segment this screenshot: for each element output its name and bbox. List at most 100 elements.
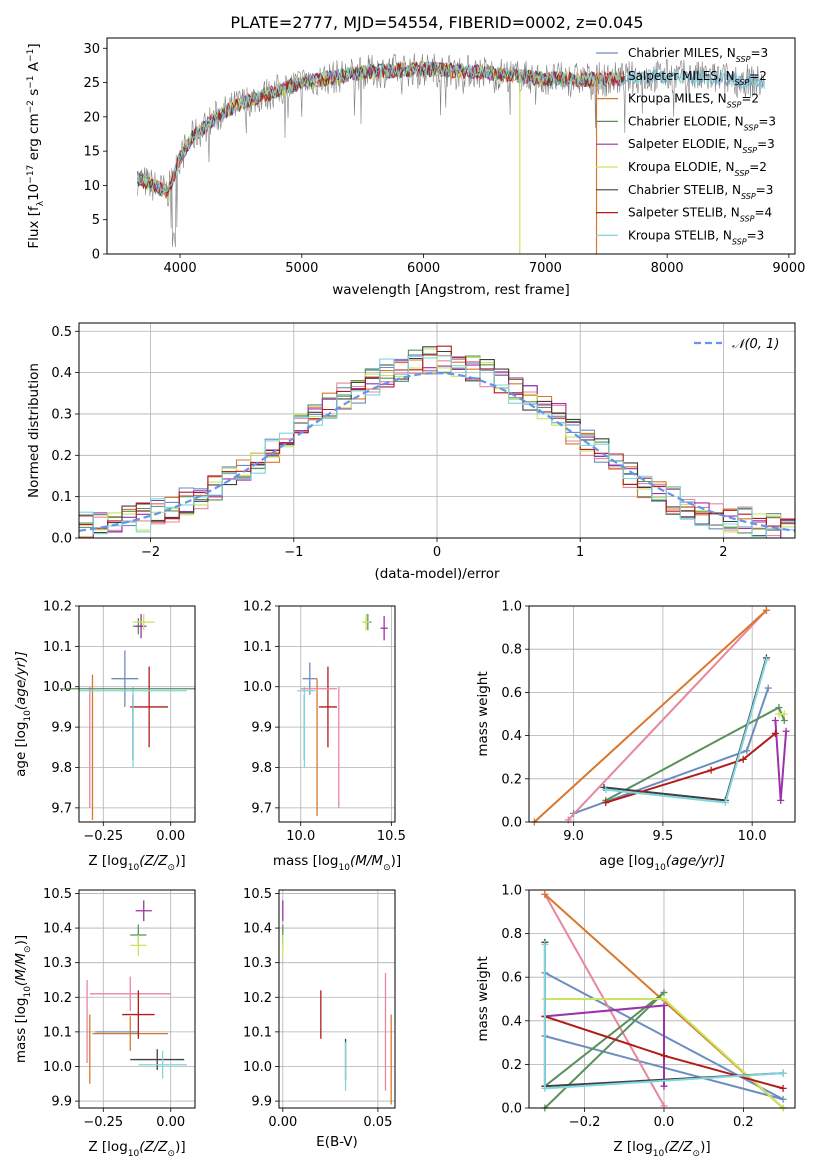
y-axis-label: mass [log10(M/M⊙)]: [13, 935, 33, 1063]
x-tick-label: 0.00: [268, 1115, 297, 1130]
y-tick-label: 10.1: [243, 1025, 272, 1040]
y-tick-label: 10.0: [243, 680, 272, 695]
weight-point-kroupa_stelib: [541, 941, 549, 948]
x-tick-label: 8000: [651, 261, 684, 276]
spectrum-lines: [136, 53, 766, 254]
y-tick-label: 0.8: [501, 927, 522, 942]
legend-label-kroupa_miles: Kroupa MILES, NSSP=2: [628, 92, 759, 110]
model-spectrum-kroupa_stelib: [136, 60, 766, 197]
y-tick-label: 10.0: [43, 1060, 72, 1075]
legend-label-salpeter_stelib: Salpeter STELIB, NSSP=4: [628, 206, 772, 224]
y-tick-label: 10.0: [43, 680, 72, 695]
weight_vs_Z-frame: [528, 889, 796, 1109]
y-tick-label: 0.2: [501, 1058, 522, 1073]
x-tick-label: −0.2: [569, 1115, 601, 1130]
weight-point-salpeter_elodie: [660, 1002, 668, 1010]
y-tick-label: 10.5: [243, 887, 272, 902]
y-tick-label: 9.9: [51, 1095, 72, 1110]
x-axis-label: (data-model)/error: [374, 566, 500, 582]
x-tick-label: 5000: [285, 261, 318, 276]
weight-point-salpeter_stelib: [739, 755, 747, 763]
weight-line-salpeter_miles: [567, 609, 768, 821]
y-tick-label: 1.0: [501, 884, 522, 899]
age_vs_mass-panel: 10.0 10.5 9.7 9.8 9.9 10.0 10.1 10.2 mass [log10…: [243, 600, 406, 874]
weight_vs_Z-panel: −0.2 0.0 0.2 0.0 0.2 0.4 0.6 0.8 1.0 Z [log10(Z/Z…: [475, 884, 796, 1159]
weight_vs_age-panel: 9.0 9.5 10.0 0.0 0.2 0.4 0.6 0.8 1.0 age [log10(a…: [475, 600, 796, 873]
y-tick-label: 9.7: [51, 801, 72, 816]
weight-point-kroupa_stelib: [541, 1084, 549, 1092]
weight-point-salpeter_elodie: [777, 796, 785, 804]
histogram-salpeter_stelib: [79, 345, 795, 529]
y-tick-label: 0.1: [51, 490, 72, 505]
x-tick-label: 0: [433, 545, 441, 560]
y-tick-label: 0.0: [501, 1102, 522, 1117]
x-tick-label: 0.2: [733, 1115, 754, 1130]
weight-point-salpeter_elodie: [782, 727, 790, 735]
residuals-frame: [78, 322, 796, 539]
y-axis-label: age [log10(age/yr)]: [13, 651, 33, 777]
weight-point-salpeter_stelib: [660, 1052, 668, 1060]
x-axis-label: E(B-V): [316, 1134, 358, 1150]
model-spectrum-chabrier_stelib: [136, 61, 625, 196]
weight-point-salpeter_stelib: [602, 799, 610, 807]
y-tick-label: 9.7: [251, 801, 272, 816]
x-tick-label: 2: [719, 545, 727, 560]
weight-point-salpeter_stelib: [771, 729, 779, 737]
y-tick-label: 10.3: [43, 956, 72, 971]
legend-label-normal: 𝒩(0, 1): [732, 337, 779, 352]
y-tick-label: 25: [83, 76, 100, 91]
histogram-kroupa_stelib: [79, 355, 795, 537]
x-tick-label: 10.0: [286, 829, 315, 844]
y-tick-label: 20: [83, 110, 100, 125]
weight-point-chabrier_miles: [764, 684, 772, 692]
legend-label-chabrier_elodie: Chabrier ELODIE, NSSP=3: [628, 114, 776, 131]
weight-point-kroupa_stelib: [721, 799, 729, 807]
weight-point-kroupa_miles: [762, 606, 770, 614]
legend-label-chabrier_miles: Chabrier MILES, NSSP=3: [628, 46, 768, 64]
x-axis-label: Z [log10(Z/Z⊙)]: [88, 1139, 185, 1159]
mass_vs_ebv-frame: [278, 889, 396, 1109]
x-tick-label: 10.5: [377, 829, 406, 844]
y-tick-label: 0.3: [51, 407, 72, 422]
x-tick-label: 7000: [529, 261, 562, 276]
y-tick-label: 9.9: [51, 721, 72, 736]
mass_vs_Z-panel: −0.25 0.00 9.9 10.0 10.1 10.2 10.3 10.4 10.5 Z [l…: [13, 887, 196, 1159]
y-tick-label: 0.4: [501, 729, 522, 744]
age_vs_Z-frame: [78, 605, 196, 823]
y-tick-label: 5: [92, 213, 100, 228]
x-tick-label: 4000: [164, 261, 197, 276]
y-tick-label: 10.0: [243, 1060, 272, 1075]
weight_vs_age-frame: [528, 605, 796, 823]
y-tick-label: 10.5: [43, 887, 72, 902]
weight-line-salpeter_miles: [544, 893, 665, 1107]
y-tick-label: 10.4: [43, 922, 72, 937]
y-axis-label: Flux [fλ10−17 erg cm−2 s−1 A−1]: [26, 43, 46, 248]
weight-point-kroupa_miles: [541, 890, 549, 898]
y-tick-label: 0.8: [501, 643, 522, 658]
weight-point-chabrier_elodie: [780, 716, 788, 724]
x-tick-label: −0.25: [83, 1115, 123, 1130]
weight-point-salpeter_elodie: [660, 1082, 668, 1090]
x-axis-label: age [log10(age/yr)]: [599, 853, 725, 873]
y-tick-label: 0.6: [501, 971, 522, 986]
y-tick-label: 10.4: [243, 922, 272, 937]
y-tick-label: 9.9: [251, 1095, 272, 1110]
x-tick-label: −1: [284, 545, 303, 560]
x-tick-label: −0.25: [83, 829, 123, 844]
y-tick-label: 10.1: [43, 640, 72, 655]
x-tick-label: 10.0: [738, 829, 767, 844]
x-tick-label: 0.05: [363, 1115, 392, 1130]
mass_vs_Z-frame: [78, 889, 196, 1109]
weight-point-kroupa_stelib: [762, 656, 770, 664]
y-tick-label: 15: [83, 145, 100, 160]
x-tick-label: 0.0: [654, 1115, 675, 1130]
y-tick-label: 10.2: [243, 600, 272, 615]
residuals-panel: −2 −1 0 1 2 0.0 0.1 0.2 0.3 0.4 0.5 (data-model)/er…: [26, 322, 796, 582]
age_vs_mass-frame: [278, 605, 396, 823]
legend-label-kroupa_elodie: Kroupa ELODIE, NSSP=2: [628, 160, 767, 178]
x-tick-label: 0.00: [156, 829, 185, 844]
y-axis-label: mass weight: [475, 956, 491, 1041]
y-tick-label: 0.0: [501, 816, 522, 831]
y-tick-label: 9.8: [51, 761, 72, 776]
